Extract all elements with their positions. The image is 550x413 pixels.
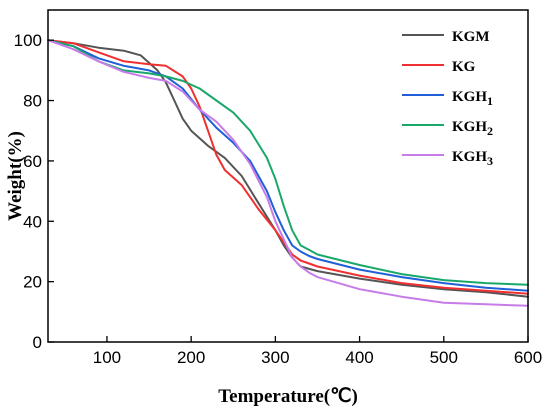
ticks-layer: 100 200 300 400 500 600 0 20 40 60 80 100	[14, 31, 543, 367]
legend: KGM KG KGH1 KGH2 KGH3	[402, 29, 493, 168]
legend-label-kg: KG	[452, 59, 476, 75]
y-tick-label: 20	[23, 273, 42, 292]
series-line-kg	[47, 39, 529, 295]
legend-label-kgh2: KGH2	[452, 119, 493, 138]
series-line-kgh3	[47, 39, 529, 307]
x-tick-label: 400	[345, 348, 373, 367]
x-axis-title: Temperature(℃)	[218, 386, 358, 407]
series-layer	[47, 39, 529, 307]
legend-label-kgh3: KGH3	[452, 149, 493, 168]
x-tick-label: 200	[177, 348, 205, 367]
x-tick-label: 500	[430, 348, 458, 367]
y-tick-label: 80	[23, 92, 42, 111]
legend-label-kgh1: KGH1	[452, 89, 493, 108]
x-tick-label: 100	[93, 348, 121, 367]
y-tick-label: 100	[14, 31, 42, 50]
series-line-kgm	[47, 39, 529, 298]
y-tick-label: 0	[33, 333, 42, 352]
series-line-kgh2	[47, 39, 529, 286]
series-line-kgh1	[47, 39, 529, 292]
x-tick-label: 300	[261, 348, 289, 367]
legend-label-kgm: KGM	[452, 29, 490, 45]
y-tick-label: 40	[23, 212, 42, 231]
plot-frame	[47, 9, 529, 343]
y-tick-label: 60	[23, 152, 42, 171]
y-axis-title: Weight(%)	[5, 131, 26, 221]
x-tick-label: 600	[514, 348, 542, 367]
